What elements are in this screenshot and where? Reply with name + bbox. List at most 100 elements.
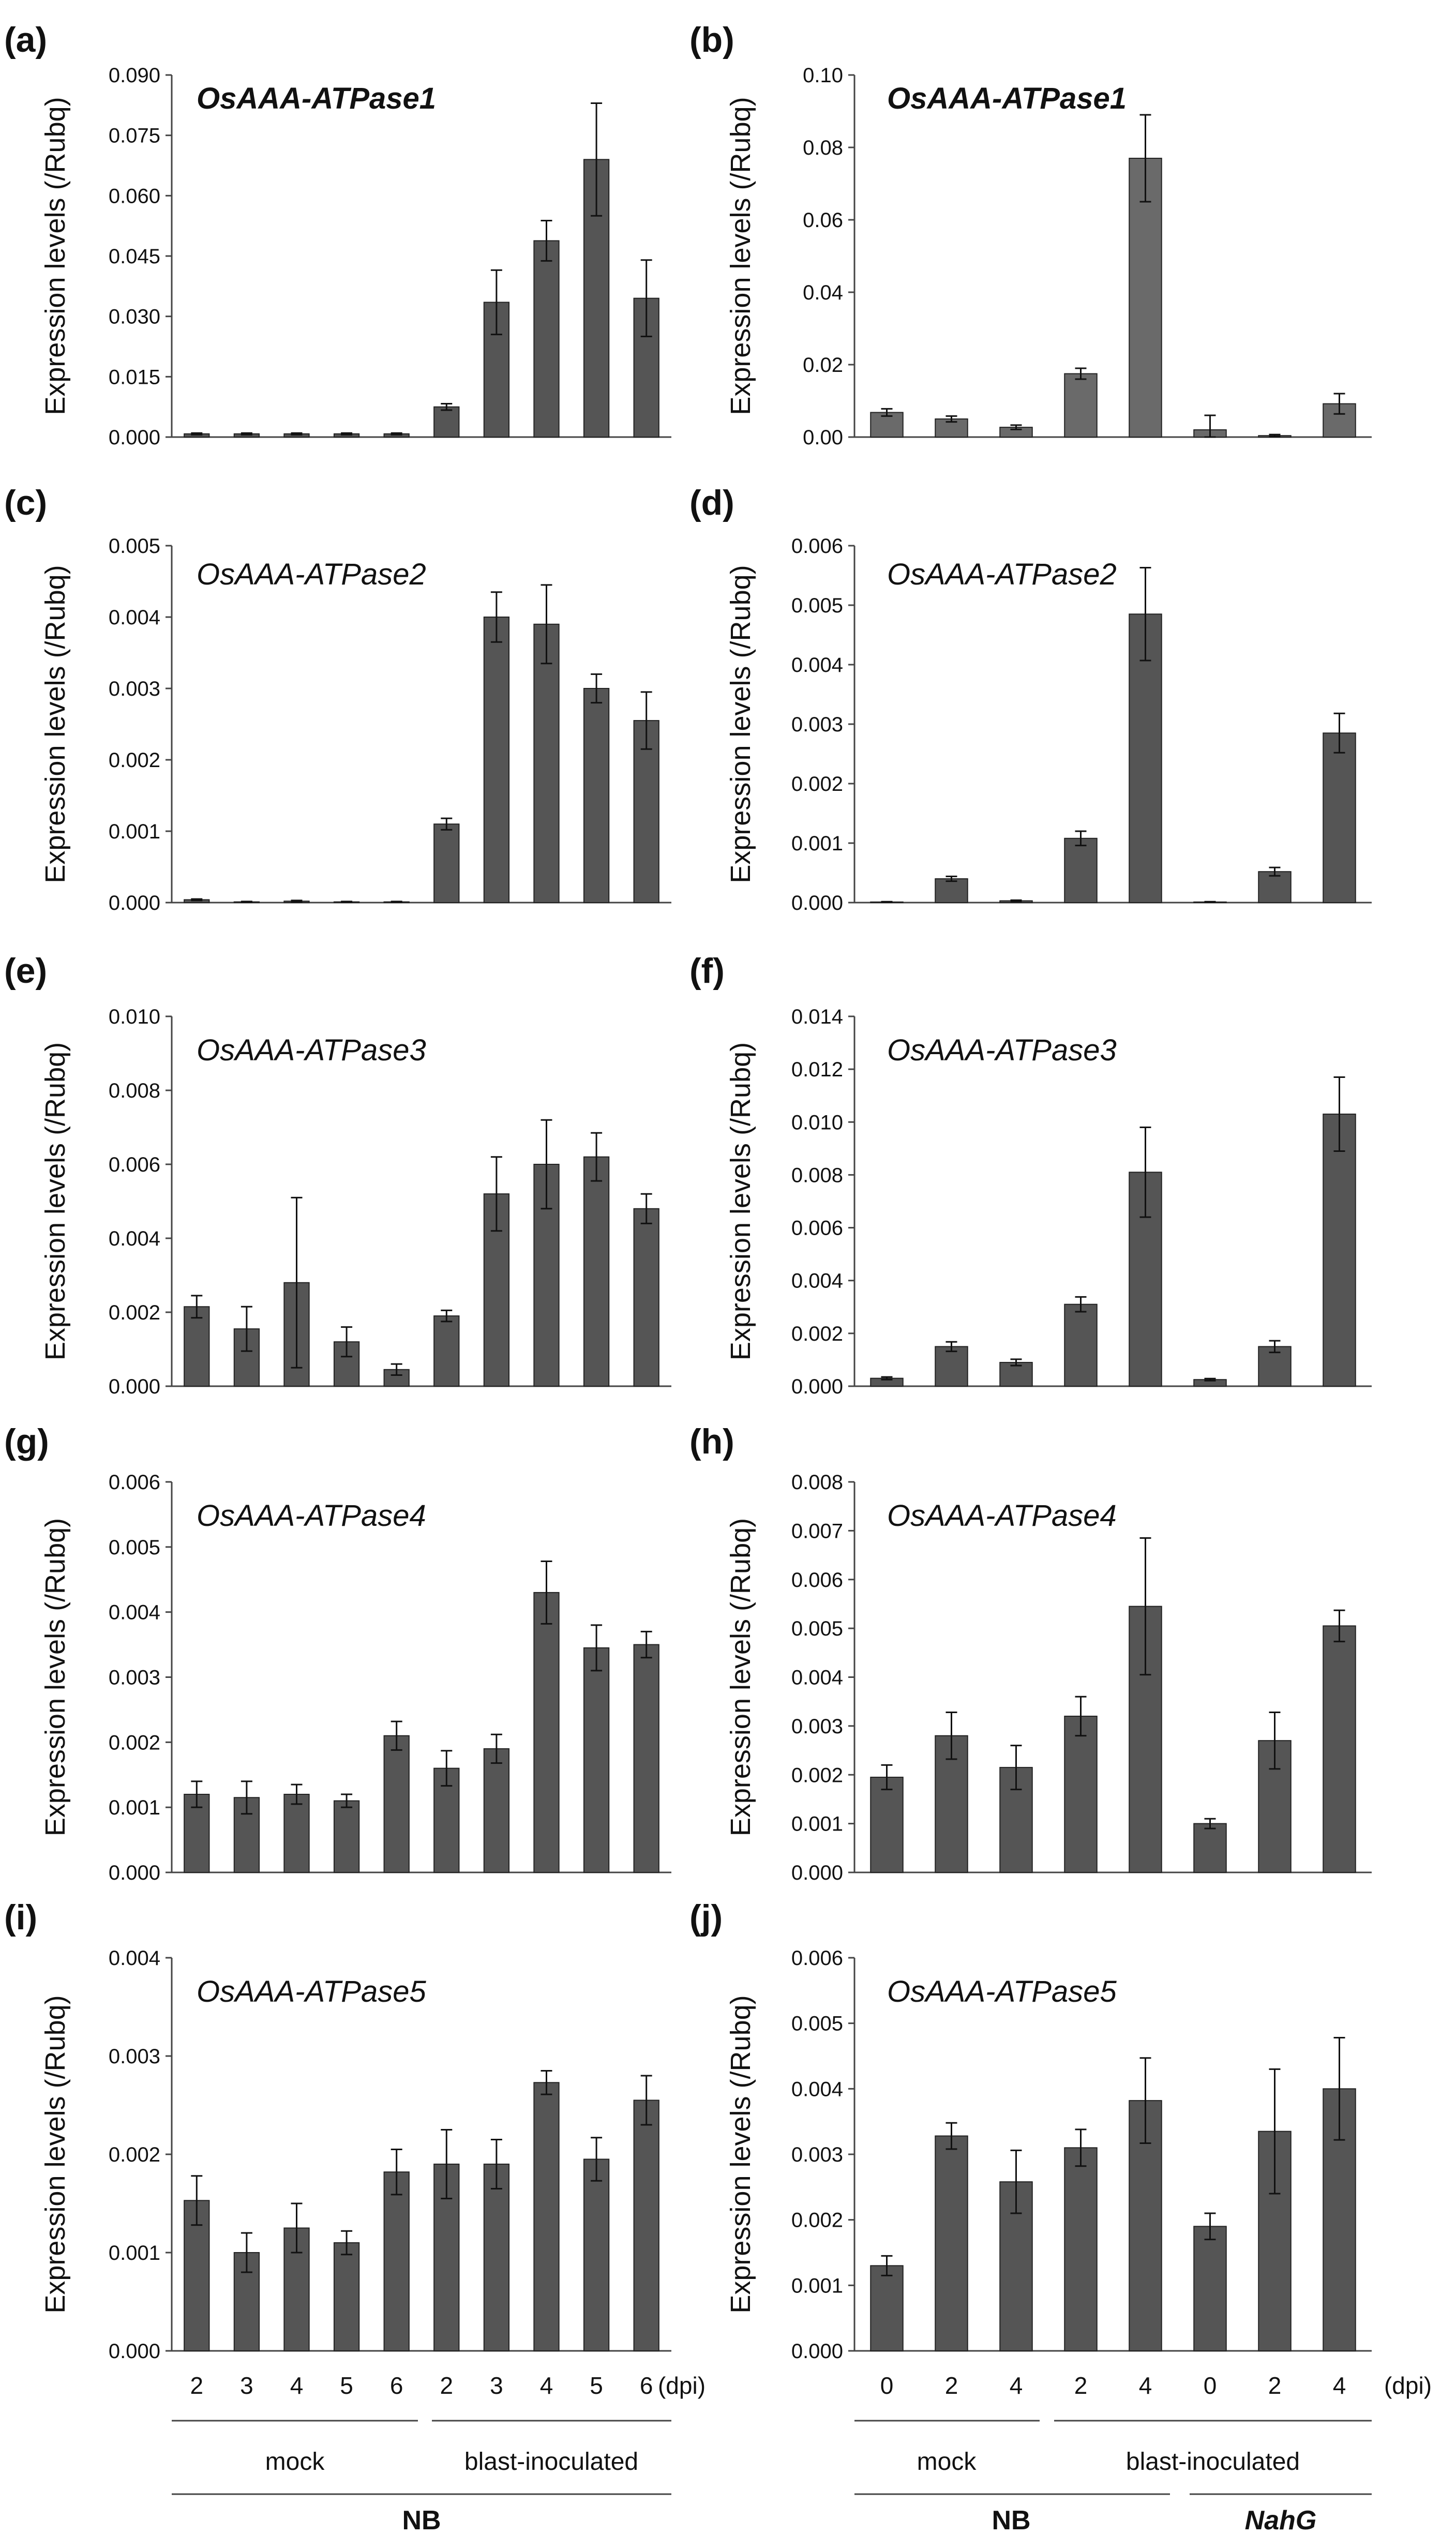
error-bar-a-3 [291, 432, 303, 436]
bar-d-5 [1129, 613, 1162, 903]
error-bar-a-5 [391, 432, 402, 436]
bar-c-7 [483, 617, 510, 903]
y-tick-label-j: 0.005 [791, 2013, 843, 2035]
y-axis-label-f: Expression levels (/Rubq) [725, 1042, 756, 1360]
error-bar-d-7 [1269, 866, 1281, 877]
error-bar-g-3 [291, 1783, 303, 1805]
y-axis-label-h: Expression levels (/Rubq) [725, 1518, 756, 1836]
panel-label-d: (d) [689, 483, 734, 522]
panel-label-f: (f) [689, 951, 725, 991]
x-tick-label-i: 2 [190, 2372, 204, 2399]
error-bar-a-8 [541, 220, 552, 262]
error-bar-h-3 [1010, 1745, 1022, 1791]
y-tick-label-h: 0.003 [791, 1715, 843, 1738]
gene-title-i: OsAAA-ATPase5 [197, 1975, 426, 2008]
bar-f-4 [1064, 1303, 1098, 1387]
y-tick-label-h: 0.001 [791, 1813, 843, 1836]
x-tick-label-j: 2 [1074, 2372, 1088, 2399]
error-bar-h-6 [1204, 1818, 1216, 1829]
error-bar-a-7 [490, 269, 502, 336]
y-tick-label-d: 0.005 [791, 594, 843, 617]
y-tick-label-i: 0.003 [109, 2045, 160, 2068]
y-tick-label-a: 0.090 [109, 64, 160, 87]
error-bar-d-5 [1139, 567, 1151, 662]
y-tick-label-f: 0.008 [791, 1164, 843, 1187]
error-bar-c-3 [291, 899, 303, 903]
error-bar-i-4 [341, 2230, 353, 2256]
y-tick-label-d: 0.003 [791, 713, 843, 736]
x-tick-label-j: 2 [945, 2372, 958, 2399]
error-bar-i-2 [241, 2232, 252, 2273]
panel-d: (d) OsAAA-ATPase2 Expression levels (/Rubq… [689, 483, 1372, 914]
bar-b-4 [1064, 373, 1098, 438]
y-tick-label-j: 0.006 [791, 1947, 843, 1970]
error-bar-f-1 [881, 1376, 893, 1381]
y-tick-label-e: 0.010 [109, 1006, 160, 1028]
y-tick-label-h: 0.008 [791, 1471, 843, 1494]
gene-title-a: OsAAA-ATPase1 [197, 82, 436, 115]
error-bar-j-4 [1075, 2128, 1087, 2167]
footer-right: (dpi) mock blast-inoculated NB NahG [854, 2372, 1432, 2535]
y-tick-label-e: 0.006 [109, 1153, 160, 1176]
y-tick-label-h: 0.007 [791, 1520, 843, 1542]
y-tick-label-e: 0.008 [109, 1079, 160, 1102]
bar-a-8 [533, 240, 560, 438]
error-bar-d-2 [945, 875, 957, 882]
error-bar-g-2 [241, 1780, 252, 1815]
error-bar-i-10 [640, 2075, 652, 2126]
error-bar-g-7 [490, 1733, 502, 1764]
error-bar-a-6 [441, 402, 453, 411]
error-bar-a-9 [591, 102, 603, 217]
error-bar-f-2 [945, 1341, 957, 1353]
y-tick-label-d: 0.001 [791, 832, 843, 855]
bar-e-9 [583, 1156, 610, 1387]
panel-b: (b) OsAAA-ATPase1 Expression levels (/Rubq… [689, 20, 1372, 449]
error-bar-d-4 [1075, 830, 1087, 847]
error-bar-a-2 [241, 432, 252, 436]
error-bar-j-3 [1010, 2149, 1022, 2214]
x-tick-label-j: 4 [1010, 2372, 1023, 2399]
y-tick-label-c: 0.005 [109, 535, 160, 558]
error-bar-e-8 [541, 1119, 552, 1210]
gene-title-d: OsAAA-ATPase2 [887, 558, 1117, 591]
y-tick-label-a: 0.030 [109, 306, 160, 328]
bar-i-8 [533, 2082, 560, 2352]
panel-label-c: (c) [4, 483, 47, 522]
bar-d-8 [1323, 732, 1356, 903]
y-tick-label-f: 0.010 [791, 1111, 843, 1134]
genotype-nb-left: NB [402, 2506, 441, 2535]
error-bar-j-6 [1204, 2212, 1216, 2241]
bar-i-4 [333, 2242, 360, 2351]
y-axis-label-e: Expression levels (/Rubq) [40, 1042, 71, 1360]
condition-blast-left: blast-inoculated [464, 2448, 638, 2476]
x-tick-label-j: 4 [1139, 2372, 1152, 2399]
y-tick-label-c: 0.000 [109, 892, 160, 914]
error-bar-i-5 [391, 2149, 402, 2196]
error-bar-j-7 [1269, 2068, 1281, 2195]
y-tick-label-b: 0.02 [803, 354, 843, 377]
y-tick-label-g: 0.004 [109, 1601, 160, 1624]
condition-blast-right: blast-inoculated [1126, 2448, 1300, 2476]
error-bar-h-1 [881, 1764, 893, 1791]
error-bar-d-8 [1333, 712, 1345, 754]
error-bar-g-8 [541, 1561, 552, 1625]
gene-title-g: OsAAA-ATPase4 [197, 1499, 426, 1533]
bar-b-5 [1129, 158, 1162, 438]
panel-g: (g) OsAAA-ATPase4 Expression levels (/Rubq… [4, 1422, 671, 1884]
error-bar-a-4 [341, 432, 353, 436]
y-axis-label-i: Expression levels (/Rubq) [40, 1995, 71, 2313]
y-tick-label-h: 0.006 [791, 1569, 843, 1592]
gene-title-f: OsAAA-ATPase3 [887, 1033, 1117, 1067]
x-tick-label-i: 4 [290, 2372, 304, 2399]
y-axis-label-c: Expression levels (/Rubq) [40, 565, 71, 883]
dpi-unit-left: (dpi) [658, 2372, 706, 2399]
y-tick-label-g: 0.003 [109, 1667, 160, 1689]
y-axis-label-a: Expression levels (/Rubq) [40, 97, 71, 415]
gene-title-j: OsAAA-ATPase5 [887, 1975, 1117, 2008]
panel-a: (a) OsAAA-ATPase1 Expression levels (/Rubq… [4, 20, 671, 449]
error-bar-c-8 [541, 584, 552, 665]
error-bar-h-7 [1269, 1711, 1281, 1770]
y-tick-label-j: 0.000 [791, 2340, 843, 2363]
panel-label-g: (g) [4, 1422, 49, 1461]
bar-g-3 [283, 1794, 310, 1873]
